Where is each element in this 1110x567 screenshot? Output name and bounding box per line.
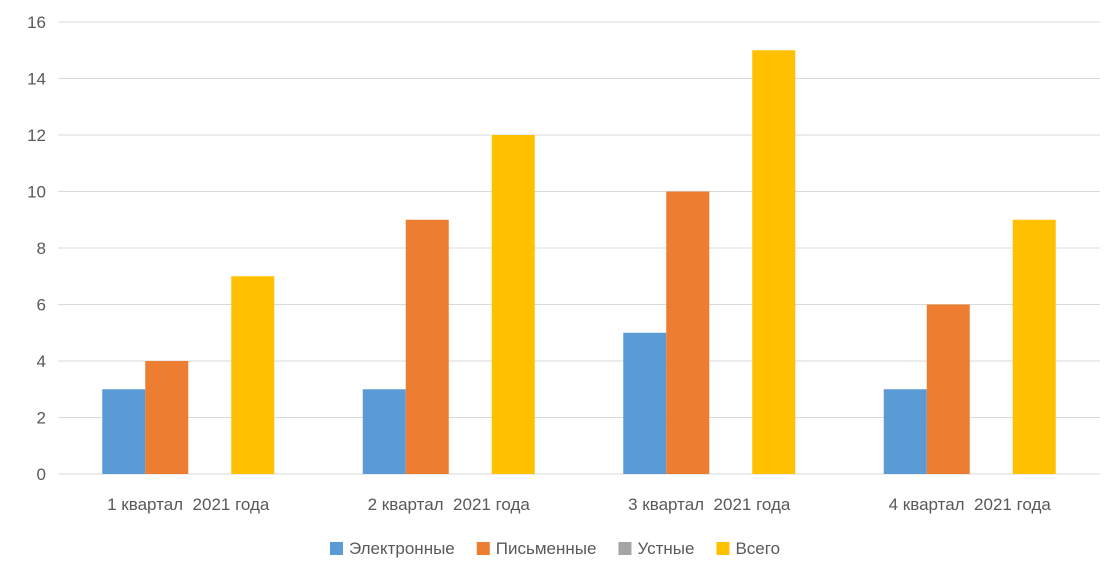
y-tick-label: 10 [27,183,46,202]
legend-label: Всего [735,539,780,558]
x-tick-label: 2 квартал 2021 года [368,495,531,514]
y-tick-label: 14 [27,70,46,89]
x-axis: 1 квартал 2021 года 2 квартал 2021 года 3 … [107,495,1051,514]
x-tick-label: 1 квартал 2021 года [107,495,270,514]
legend-swatch [476,542,490,555]
bars [102,50,1056,474]
legend-item: Письменные [476,539,597,558]
legend-label: Письменные [496,539,597,558]
bar [752,50,796,474]
y-tick-label: 4 [37,352,46,371]
legend-item: Всего [716,539,780,558]
y-tick-label: 6 [37,296,46,315]
y-tick-label: 2 [37,409,46,428]
legend-swatch [618,542,632,555]
bar [145,361,189,474]
bar [666,191,710,474]
legend-swatch [329,542,343,555]
x-tick-label: 4 квартал 2021 года [889,495,1052,514]
legend: Электронные Письменные Устные Всего [329,539,780,558]
legend-label: Электронные [349,539,455,558]
y-tick-label: 0 [37,465,46,484]
bar [491,135,535,474]
bar [623,332,667,474]
bar [1012,219,1056,474]
bar [231,276,275,474]
legend-item: Устные [618,539,694,558]
bar [926,304,970,474]
y-tick-label: 8 [37,239,46,258]
legend-item: Электронные [329,539,455,558]
y-tick-label: 12 [27,126,46,145]
bar [405,219,449,474]
legend-swatch [716,542,730,555]
x-tick-label: 3 квартал 2021 года [628,495,791,514]
y-axis: 0 2 4 6 8 10 12 14 16 [27,13,46,484]
legend-label: Устные [637,539,694,558]
bar [102,389,146,474]
bar [362,389,406,474]
bar [883,389,927,474]
y-tick-label: 16 [27,13,46,32]
